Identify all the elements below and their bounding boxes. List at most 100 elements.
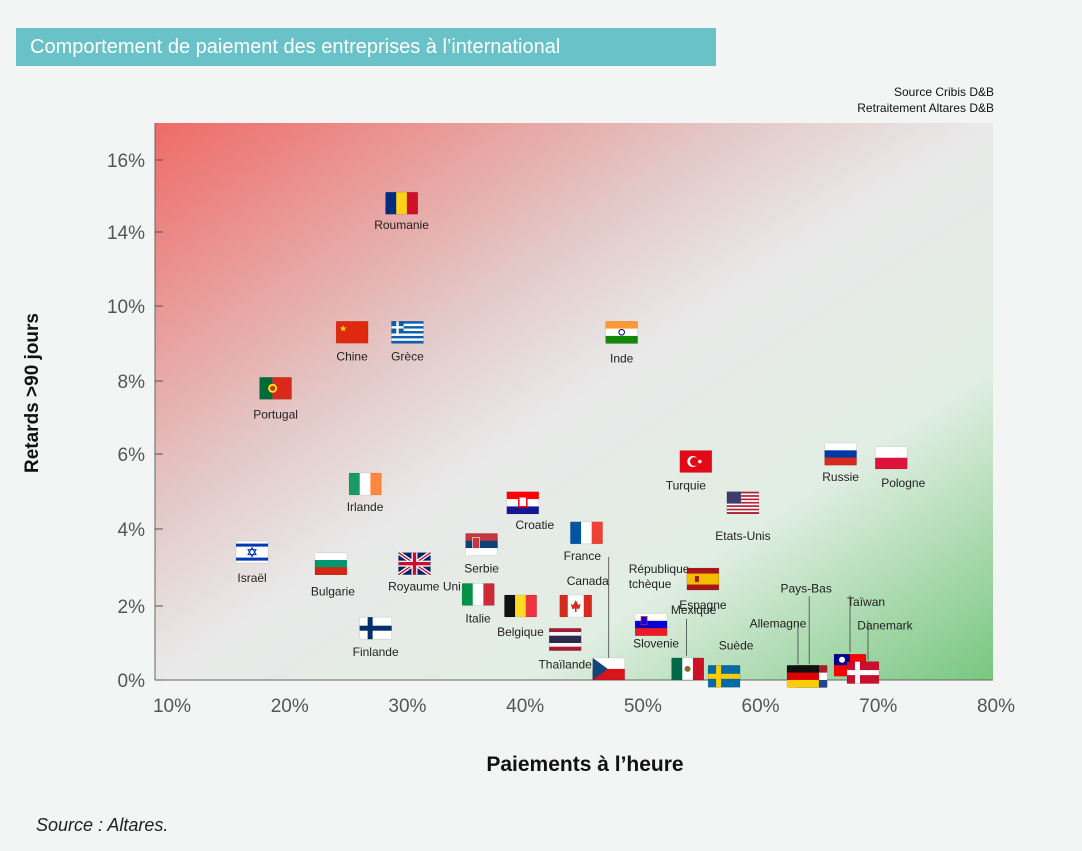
romania-flag-icon bbox=[385, 191, 418, 215]
x-tick-label: 70% bbox=[859, 696, 897, 717]
x-axis-title: Paiements à l’heure bbox=[486, 753, 683, 776]
plot-background bbox=[155, 123, 993, 680]
point-label: Danemark bbox=[857, 619, 913, 633]
data-point-mexico: Mexique bbox=[671, 603, 717, 681]
data-point-bulgaria: Bulgarie bbox=[311, 552, 355, 599]
x-tick-label: 50% bbox=[624, 696, 662, 717]
point-label: France bbox=[564, 549, 602, 563]
x-tick-label: 60% bbox=[742, 696, 780, 717]
x-ticks: 10% 20% 30% 40% 50% 60% 70% 80% bbox=[153, 696, 1015, 717]
point-label: Turquie bbox=[666, 479, 707, 493]
serbia-flag-icon bbox=[465, 533, 498, 556]
china-flag-icon: ★ bbox=[335, 320, 369, 344]
point-label: Belgique bbox=[497, 625, 544, 639]
point-label: Mexique bbox=[671, 603, 717, 617]
point-label: Canada bbox=[567, 574, 609, 588]
point-label: Portugal bbox=[253, 407, 298, 421]
y-tick-label: 6% bbox=[118, 445, 146, 466]
mexico-flag-icon bbox=[671, 657, 704, 681]
x-tick-label: 30% bbox=[388, 696, 426, 717]
leader-lines bbox=[608, 556, 869, 665]
x-tick-label: 20% bbox=[271, 696, 309, 717]
point-label: Thaïlande bbox=[538, 657, 592, 671]
data-point-sweden: Suède bbox=[707, 638, 754, 688]
x-tick-label: 80% bbox=[977, 696, 1015, 717]
point-label: Finlande bbox=[353, 645, 399, 659]
point-label: Espagne bbox=[679, 598, 727, 612]
data-point-italy: Italie bbox=[461, 583, 495, 625]
data-point-canada: Canada bbox=[559, 574, 609, 618]
greece-flag-icon bbox=[391, 320, 424, 344]
data-point-poland: Pologne bbox=[874, 446, 926, 490]
spain-flag-icon bbox=[686, 567, 720, 591]
point-label: Allemagne bbox=[750, 616, 807, 630]
point-label: Inde bbox=[610, 351, 634, 365]
data-point-usa: Etats-Unis bbox=[715, 491, 771, 543]
data-point-belgium: Belgique bbox=[497, 594, 544, 639]
chart-title: Comportement de paiement des entreprises… bbox=[16, 28, 716, 66]
canada-flag-icon bbox=[559, 594, 593, 618]
y-tick-label: 0% bbox=[118, 671, 146, 692]
footer-source: Source : Altares. bbox=[36, 815, 169, 835]
czech-flag-icon bbox=[592, 657, 626, 681]
x-tick-label: 40% bbox=[506, 696, 544, 717]
data-points: Roumanie ★ Chine Grèce Inde Portugal Irlande Cr… bbox=[235, 191, 926, 688]
data-point-serbia: Serbie bbox=[464, 533, 499, 575]
point-label: Pologne bbox=[881, 476, 925, 490]
source-note: Source Cribis D&B Retraitement Altares D… bbox=[857, 84, 994, 116]
point-label: Russie bbox=[822, 470, 859, 484]
y-ticks: 0% 2% 4% 6% 8% 10% 14% 16% bbox=[107, 151, 163, 692]
point-label: Taïwan bbox=[847, 595, 885, 609]
germany-flag-icon bbox=[786, 664, 820, 688]
y-axis-title: Retards >90 jours bbox=[22, 313, 43, 473]
italy-flag-icon bbox=[461, 583, 495, 606]
data-point-spain: Espagne bbox=[679, 567, 727, 612]
denmark-flag-icon bbox=[846, 661, 880, 684]
point-label: Italie bbox=[465, 611, 491, 625]
data-point-romania: Roumanie bbox=[374, 191, 429, 232]
data-point-ireland: Irlande bbox=[347, 472, 384, 514]
data-point-thailand: Thaïlande bbox=[538, 627, 592, 671]
india-flag-icon bbox=[605, 320, 638, 344]
point-label: Slovenie bbox=[633, 637, 679, 651]
point-label: Roumanie bbox=[374, 218, 429, 232]
data-point-china: ★ Chine bbox=[335, 320, 369, 363]
turkey-flag-icon bbox=[679, 450, 713, 473]
data-point-slovenia: Slovenie bbox=[633, 613, 679, 651]
ireland-flag-icon bbox=[348, 472, 382, 496]
data-point-france: France bbox=[564, 521, 603, 563]
slovenia-flag-icon bbox=[634, 613, 668, 636]
point-label: République tchèque bbox=[629, 562, 690, 591]
y-tick-label: 2% bbox=[118, 597, 146, 618]
data-point-portugal: Portugal bbox=[253, 376, 298, 421]
data-point-turkey: Turquie bbox=[666, 450, 713, 493]
data-point-croatia: Croatie bbox=[506, 491, 554, 532]
svg-text:★: ★ bbox=[339, 324, 347, 334]
point-label: Irlande bbox=[347, 500, 384, 514]
source-line-2: Retraitement Altares D&B bbox=[857, 101, 994, 115]
france-flag-icon bbox=[570, 521, 603, 545]
sweden-flag-icon bbox=[707, 664, 741, 688]
y-tick-label: 4% bbox=[118, 520, 146, 541]
point-label: Chine bbox=[336, 349, 368, 363]
data-point-russia: Russie bbox=[822, 442, 859, 484]
data-point-israel: Israël bbox=[235, 540, 269, 585]
point-label: Grèce bbox=[391, 349, 424, 363]
source-line-1: Source Cribis D&B bbox=[893, 85, 994, 99]
data-point-germany: Allemagne bbox=[750, 616, 820, 688]
point-label: Croatie bbox=[515, 518, 554, 532]
point-label: Pays-Bas bbox=[781, 581, 832, 595]
belgium-flag-icon bbox=[504, 594, 537, 618]
finland-flag-icon bbox=[359, 616, 392, 640]
y-tick-label: 16% bbox=[107, 151, 145, 172]
bulgaria-flag-icon bbox=[314, 552, 348, 575]
russia-flag-icon bbox=[824, 442, 857, 466]
thailand-flag-icon bbox=[548, 627, 582, 651]
point-label: Suède bbox=[719, 638, 754, 652]
point-label: Royaume Uni bbox=[388, 580, 461, 594]
x-tick-label: 10% bbox=[153, 696, 191, 717]
y-tick-label: 10% bbox=[107, 297, 145, 318]
croatia-flag-icon bbox=[506, 491, 540, 515]
data-point-india: Inde bbox=[605, 320, 638, 365]
point-label: Israël bbox=[237, 571, 266, 585]
